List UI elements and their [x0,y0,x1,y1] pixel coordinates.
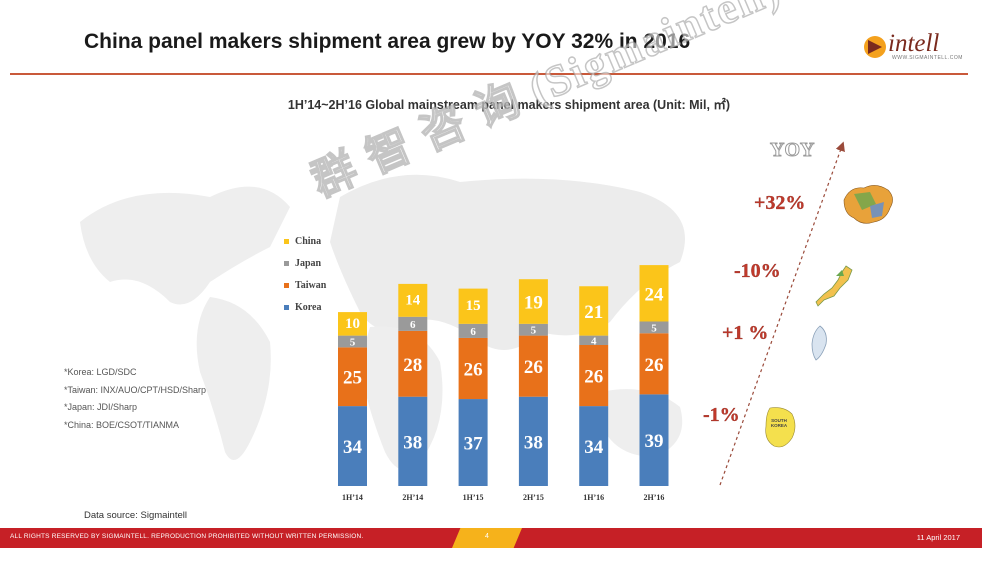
header-divider [10,73,968,75]
legend-label-japan: Japan [295,258,322,269]
data-label-korea-1: 38 [403,432,422,453]
footer-date: 11 April 2017 [916,533,960,542]
bar-segment-china-4 [579,286,609,336]
bar-segment-korea-2 [458,399,488,486]
taiwan-map-icon [811,325,827,361]
bar-segment-japan-5 [639,321,669,334]
data-label-china-5: 24 [645,284,665,305]
intell-logo: intell WWW.SIGMAINTELL.COM [862,28,962,62]
data-label-japan-4: 4 [591,335,597,347]
legend-swatch-korea [284,305,289,310]
legend-label-china: China [295,236,322,247]
bar-segment-china-3 [518,279,548,324]
stacked-bar-chart: 34 25 5 10 1H’14 38 28 6 14 2H’14 37 26 6 15 1H’15 38 26… [338,265,669,502]
logo-url: WWW.SIGMAINTELL.COM [892,55,963,61]
data-label-japan-2: 6 [470,326,476,338]
logo-text: intell [888,30,940,57]
bar-segment-china-2 [458,288,488,324]
yoy-korea-value: -1% [703,404,740,426]
bar-segment-china-1 [398,283,428,317]
legend-swatch-japan [284,261,289,266]
chart-title: 1H’14~2H’16 Global mainstream panel make… [287,98,731,112]
bar-segment-japan-1 [398,316,428,331]
korea-map-label: SOUTH KOREA [770,418,788,428]
page-number: 4 [485,533,489,540]
bar-segment-taiwan-4 [579,345,609,407]
data-label-korea-3: 38 [524,432,543,453]
data-label-china-4: 21 [584,302,603,323]
bar-segment-korea-1 [398,396,428,486]
legend-label-korea: Korea [295,302,322,313]
bar-segment-taiwan-3 [518,335,548,397]
data-source: Data source: Sigmaintell [84,510,187,521]
legend-swatch-china [284,239,289,244]
logo-icon [864,36,886,58]
maker-notes: *Korea: LGD/SDC *Taiwan: INX/AUO/CPT/HSD… [64,364,206,434]
bar-segment-china-0 [338,312,367,336]
data-label-japan-1: 6 [410,319,416,331]
page-title: China panel makers shipment area grew by… [84,30,691,53]
data-label-taiwan-2: 26 [464,360,483,381]
yoy-label: YOY [769,139,815,162]
bar-segment-korea-3 [518,396,548,486]
bar-segment-korea-0 [338,406,367,486]
data-label-korea-0: 34 [343,437,363,458]
note-china: *China: BOE/CSOT/TIANMA [64,419,180,430]
bar-segment-taiwan-5 [639,333,669,395]
data-label-taiwan-1: 28 [403,355,422,376]
japan-map-icon [815,265,853,307]
data-label-japan-3: 5 [531,325,537,337]
x-tick-label-3: 2H’15 [523,493,544,502]
x-tick-label-4: 1H’16 [583,493,604,502]
legend-label-taiwan: Taiwan [295,280,327,291]
data-label-china-0: 10 [345,316,360,332]
data-label-taiwan-4: 26 [584,367,603,388]
bar-segment-china-5 [639,265,669,322]
data-label-korea-2: 37 [464,434,484,455]
note-taiwan: *Taiwan: INX/AUO/CPT/HSD/Sharp [64,384,207,395]
data-label-korea-4: 34 [584,437,604,458]
x-tick-label-5: 2H’16 [644,493,665,502]
data-label-taiwan-5: 26 [645,355,664,376]
x-tick-label-2: 1H’15 [463,493,484,502]
data-label-china-2: 15 [466,298,481,314]
data-label-korea-5: 39 [645,431,664,452]
yoy-trend-arrow [719,141,845,486]
yoy-china-value: +32% [754,192,806,214]
bar-segment-japan-0 [338,335,367,348]
bar-segment-japan-2 [458,323,488,338]
footer-rights: ALL RIGHTS RESERVED BY SIGMAINTELL. REPR… [10,533,364,540]
note-korea: *Korea: LGD/SDC [64,367,137,377]
korea-map-icon [765,407,796,448]
note-japan: *Japan: JDI/Sharp [64,402,138,412]
legend-swatch-taiwan [284,283,289,288]
bar-segment-korea-5 [639,394,669,486]
bar-segment-korea-4 [579,406,609,486]
bar-segment-japan-3 [518,323,548,336]
bar-segment-taiwan-0 [338,347,367,407]
data-label-china-1: 14 [405,292,421,308]
bar-segment-japan-4 [579,335,609,345]
footer-page-tab: 4 [452,528,522,548]
yoy-taiwan-value: +1 % [722,322,769,344]
yoy-japan-value: -10% [734,260,781,282]
bar-segment-taiwan-2 [458,337,488,400]
data-label-china-3: 19 [524,293,543,314]
x-tick-label-1: 2H’14 [402,493,423,502]
data-label-taiwan-3: 26 [524,357,543,378]
footer-bar: ALL RIGHTS RESERVED BY SIGMAINTELL. REPR… [0,528,982,548]
data-label-japan-0: 5 [350,336,356,348]
x-tick-label-0: 1H’14 [342,493,363,502]
data-label-japan-5: 5 [651,322,657,334]
china-map-icon [843,185,893,224]
data-label-taiwan-0: 25 [343,368,362,389]
bar-segment-taiwan-1 [398,330,428,397]
